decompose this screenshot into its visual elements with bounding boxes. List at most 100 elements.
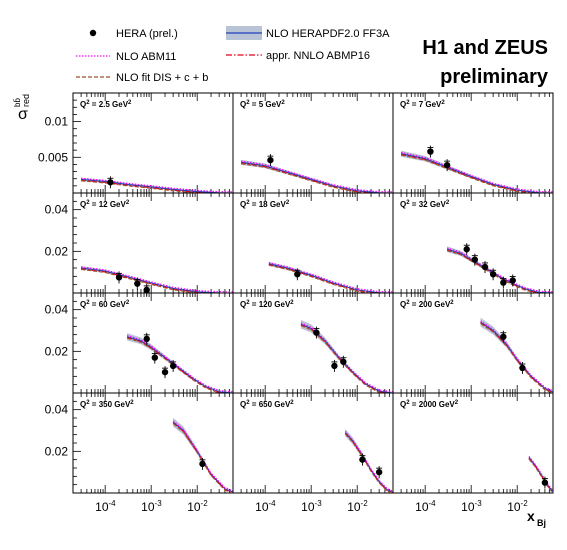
data-point: [199, 460, 206, 468]
x-tick-label: 10-2: [187, 499, 208, 514]
x-tick-label: 10-4: [415, 499, 436, 514]
y-ticks: [73, 92, 81, 194]
series-herapdf-band: [81, 266, 233, 293]
series-fit-line: [241, 163, 372, 193]
series-herapdf-line: [400, 153, 553, 193]
series-fit-line: [400, 154, 534, 193]
series-fit-line: [528, 458, 553, 493]
panel-q2-label: Q2 = 650 GeV2: [240, 400, 294, 409]
panel-points: [463, 243, 516, 289]
panel-points: [500, 330, 526, 374]
legend-herapdf-label: NLO HERAPDF2.0 FF3A: [266, 28, 390, 40]
panel-2: Q2 = 5 GeV2: [232, 92, 394, 194]
series-abmp16-line: [268, 264, 379, 293]
panel-q2-label: Q2 = 5 GeV2: [240, 100, 285, 109]
legend-abm11-label: NLO ABM11: [116, 51, 176, 63]
series-abm11-line: [81, 266, 233, 293]
legend-hera-marker: [89, 29, 97, 37]
data-point: [489, 271, 497, 278]
data-point: [294, 271, 301, 278]
series-abmp16-line: [172, 422, 233, 493]
data-point: [463, 246, 470, 253]
series-herapdf-band: [345, 428, 393, 493]
data-point: [519, 364, 526, 372]
series-herapdf-line: [300, 323, 393, 393]
series-fit-line: [81, 268, 205, 293]
x-axis-title: x Bj: [527, 508, 546, 528]
data-point: [151, 354, 159, 361]
panel-curves: [268, 261, 393, 293]
series-abm11-line: [126, 335, 233, 393]
panel-6: Q2 = 32 GeV2: [392, 192, 554, 294]
x-tick-label: 10-3: [301, 499, 322, 514]
series-abm11-line: [241, 160, 393, 193]
panel-12: Q2 = 2000 GeV2: [392, 392, 554, 494]
data-point: [500, 333, 507, 340]
panel-points: [115, 271, 150, 296]
data-point: [541, 479, 549, 486]
panel-curves: [446, 246, 553, 293]
x-tick-label: 10-2: [507, 499, 528, 514]
data-point: [143, 286, 150, 294]
legend-hera-label: HERA (prel.): [116, 28, 178, 40]
x-ticks: [232, 193, 394, 293]
data-point: [331, 362, 338, 370]
panel-5: Q2 = 18 GeV2: [232, 192, 394, 294]
panel-3: Q2 = 7 GeV2: [392, 92, 554, 194]
panel-curves: [81, 177, 233, 193]
x-ticks: [72, 93, 234, 193]
panel-q2-label: Q2 = 60 GeV2: [80, 300, 130, 309]
y-axis-label-main: σ: [18, 106, 28, 123]
series-fit-line: [268, 264, 375, 293]
panel-q2-label: Q2 = 200 GeV2: [400, 300, 454, 309]
series-abmp16-line: [400, 153, 539, 193]
y-tick-label: 0.02: [45, 244, 69, 258]
panel-10: Q2 = 350 GeV2: [72, 392, 234, 494]
series-herapdf-line: [480, 321, 553, 393]
data-point: [509, 277, 516, 284]
data-point: [169, 362, 177, 370]
series-herapdf-band: [241, 159, 393, 193]
y-ticks: [73, 392, 81, 494]
tick-labels: 0.01 0.005 0.04 0.02 0.04 0.02 0.04 0.02 10-4 10-…: [38, 115, 528, 514]
data-point: [340, 358, 347, 365]
panel-points: [199, 457, 206, 470]
panel-8: Q2 = 120 GeV2: [232, 292, 394, 394]
panel-curves: [241, 159, 393, 193]
series-abm11-line: [344, 431, 393, 492]
data-point: [500, 279, 507, 286]
series-fit-line: [300, 325, 387, 393]
panel-points: [107, 176, 114, 189]
panel-4: Q2 = 12 GeV2: [72, 192, 234, 296]
series-herapdf-band: [401, 150, 553, 193]
panel-points: [541, 476, 549, 489]
panel-points: [143, 332, 177, 379]
y-axis-label-sub: red: [21, 94, 31, 107]
series-herapdf-band: [127, 333, 233, 393]
x-ticks: [392, 193, 554, 293]
series-abmp16-line: [126, 337, 231, 393]
data-point: [107, 179, 114, 186]
data-point: [267, 156, 274, 164]
title-line1: H1 and ZEUS: [422, 37, 548, 59]
panel-11: Q2 = 650 GeV2: [232, 392, 394, 494]
series-herapdf-line: [126, 336, 233, 393]
panels: Q2 = 2.5 GeV2 Q2 = 5 GeV2 Q2 = 7 GeV2 Q2 = …: [72, 92, 554, 494]
panel-points: [267, 154, 274, 167]
data-point: [359, 456, 366, 463]
series-abm11-line: [268, 262, 393, 293]
x-ticks: [72, 393, 234, 493]
y-tick-label: 0.04: [45, 203, 69, 217]
panel-1: Q2 = 2.5 GeV2: [72, 92, 234, 194]
x-ticks: [392, 393, 554, 493]
panel-curves: [81, 266, 233, 293]
panel-points: [294, 268, 301, 281]
panel-q2-label: Q2 = 2000 GeV2: [400, 400, 459, 409]
panel-q2-label: Q2 = 2.5 GeV2: [80, 100, 132, 109]
series-fit-line: [126, 337, 224, 393]
panel-q2-label: Q2 = 12 GeV2: [80, 200, 130, 209]
series-abm11-line: [446, 247, 553, 293]
panel-curves: [126, 333, 233, 393]
y-tick-label: 0.04: [45, 403, 69, 417]
